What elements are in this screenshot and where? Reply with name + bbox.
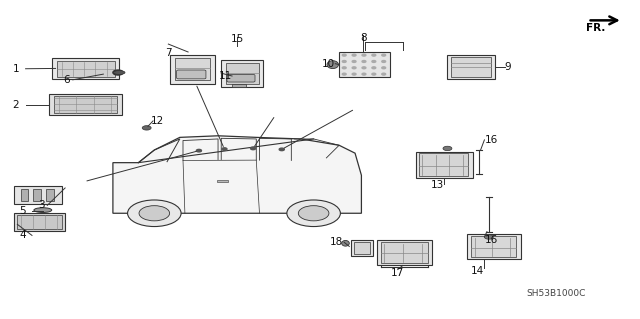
- Text: 5: 5: [19, 206, 26, 216]
- Circle shape: [352, 67, 356, 69]
- Text: 1: 1: [13, 64, 19, 74]
- Ellipse shape: [327, 61, 339, 69]
- Text: 13: 13: [431, 180, 444, 190]
- Circle shape: [352, 54, 356, 56]
- Bar: [175, 58, 210, 80]
- Ellipse shape: [342, 241, 349, 246]
- Circle shape: [372, 67, 376, 69]
- Bar: [54, 96, 117, 113]
- Bar: [58, 61, 115, 77]
- Circle shape: [127, 200, 181, 226]
- Bar: [378, 240, 431, 265]
- Ellipse shape: [113, 70, 125, 74]
- Text: 12: 12: [150, 116, 164, 126]
- Circle shape: [139, 206, 170, 221]
- FancyBboxPatch shape: [227, 74, 255, 82]
- Bar: [447, 55, 495, 79]
- Bar: [351, 240, 373, 256]
- Text: FR.: FR.: [586, 23, 605, 33]
- Circle shape: [362, 67, 366, 69]
- Text: 3: 3: [38, 200, 45, 210]
- Circle shape: [382, 67, 386, 69]
- Circle shape: [484, 235, 493, 239]
- Bar: [170, 55, 215, 84]
- Circle shape: [298, 206, 329, 221]
- Bar: [451, 57, 491, 77]
- Circle shape: [372, 61, 376, 63]
- Bar: [46, 189, 54, 201]
- Circle shape: [142, 126, 151, 130]
- Text: 4: 4: [19, 230, 26, 241]
- Circle shape: [222, 148, 227, 150]
- Bar: [226, 63, 259, 84]
- Bar: [354, 242, 370, 254]
- Text: SH53B1000C: SH53B1000C: [526, 289, 586, 298]
- Circle shape: [352, 61, 356, 63]
- Circle shape: [250, 147, 255, 150]
- Bar: [49, 94, 122, 115]
- Circle shape: [279, 148, 284, 151]
- Bar: [467, 234, 521, 259]
- Text: 17: 17: [391, 268, 404, 278]
- Bar: [419, 153, 468, 176]
- Bar: [17, 215, 62, 229]
- Circle shape: [382, 54, 386, 56]
- Bar: [381, 242, 428, 263]
- Circle shape: [196, 149, 202, 152]
- Bar: [339, 52, 390, 77]
- Circle shape: [362, 73, 366, 75]
- Circle shape: [287, 200, 340, 226]
- Bar: [14, 186, 62, 204]
- Bar: [221, 60, 262, 87]
- Text: 16: 16: [484, 135, 498, 145]
- Circle shape: [382, 61, 386, 63]
- FancyBboxPatch shape: [177, 70, 206, 79]
- Text: 14: 14: [471, 266, 484, 276]
- Circle shape: [342, 61, 346, 63]
- Text: 8: 8: [360, 33, 367, 43]
- Bar: [33, 189, 41, 201]
- Ellipse shape: [34, 208, 52, 212]
- Circle shape: [372, 73, 376, 75]
- Text: 9: 9: [505, 62, 511, 72]
- Circle shape: [342, 73, 346, 75]
- Text: 6: 6: [63, 75, 70, 85]
- Text: 18: 18: [330, 237, 343, 247]
- Polygon shape: [113, 136, 362, 213]
- Circle shape: [443, 146, 452, 151]
- Bar: [217, 180, 228, 182]
- Circle shape: [382, 73, 386, 75]
- Text: 15: 15: [230, 34, 244, 44]
- Text: 10: 10: [322, 59, 335, 69]
- Circle shape: [113, 70, 123, 75]
- Bar: [471, 236, 516, 257]
- Text: 2: 2: [13, 100, 19, 110]
- Bar: [232, 84, 246, 87]
- Circle shape: [342, 67, 346, 69]
- Circle shape: [372, 54, 376, 56]
- Circle shape: [342, 54, 346, 56]
- Circle shape: [362, 61, 366, 63]
- Circle shape: [352, 73, 356, 75]
- Text: 11: 11: [219, 71, 232, 81]
- Circle shape: [362, 54, 366, 56]
- Bar: [52, 58, 119, 79]
- Bar: [20, 189, 28, 201]
- Text: 16: 16: [484, 235, 498, 245]
- Bar: [415, 152, 473, 178]
- Bar: [14, 213, 65, 231]
- Text: 7: 7: [165, 48, 172, 58]
